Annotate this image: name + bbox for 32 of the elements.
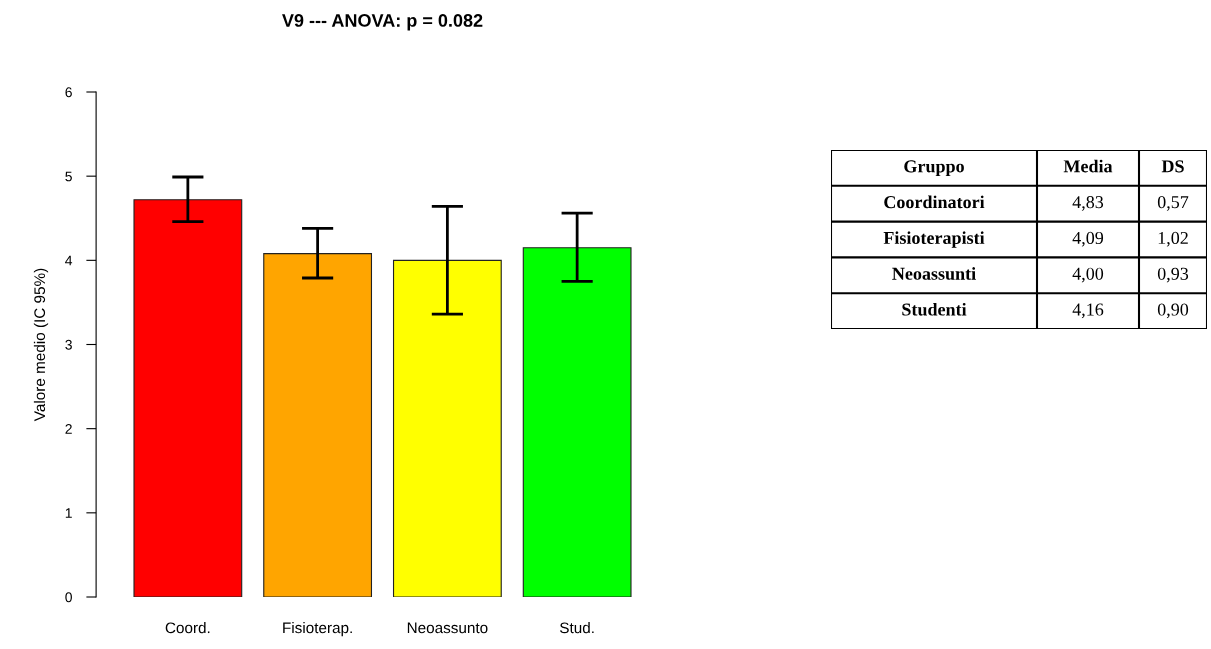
bar bbox=[133, 199, 243, 597]
bar bbox=[263, 253, 373, 597]
x-tick-label: Fisioterap. bbox=[283, 622, 352, 637]
category-label: Neoassunti bbox=[892, 267, 976, 280]
text: 0,90 bbox=[1157, 303, 1189, 319]
y-tick-label: 5 bbox=[65, 171, 72, 182]
x-tick-label: Coord. bbox=[165, 622, 210, 634]
y-tick-label: 3 bbox=[65, 339, 72, 350]
bar bbox=[392, 259, 502, 597]
text: 0,93 bbox=[1157, 267, 1189, 283]
y-tick-label: 1 bbox=[65, 508, 72, 518]
y-axis-title: Valore medio (IC 95%) bbox=[33, 268, 49, 422]
chart-title: V9 --- ANOVA: p = 0.082 bbox=[282, 14, 483, 31]
category-label: Media bbox=[1063, 159, 1113, 173]
text: 4,00 bbox=[1072, 267, 1104, 283]
category-label: Studenti bbox=[902, 302, 967, 316]
y-tick-label: 6 bbox=[65, 87, 72, 98]
y-tick-label: 4 bbox=[65, 255, 73, 266]
y-tick-label: 2 bbox=[65, 424, 72, 434]
text: 1,02 bbox=[1158, 231, 1188, 247]
category-label: Fisioterapisti bbox=[883, 231, 985, 248]
x-tick-label: Neoassunto bbox=[407, 622, 488, 634]
text: 4,83 bbox=[1072, 196, 1104, 211]
text: 4,16 bbox=[1072, 303, 1104, 319]
bar bbox=[522, 247, 632, 597]
category-label: Coordinatori bbox=[884, 195, 985, 209]
category-label: Gruppo bbox=[904, 160, 964, 177]
y-tick-label: 0 bbox=[65, 592, 72, 603]
text: 4,09 bbox=[1072, 231, 1104, 247]
category-label: DS bbox=[1161, 160, 1184, 173]
text: 0,57 bbox=[1157, 196, 1189, 211]
x-tick-label: Stud. bbox=[560, 622, 594, 634]
